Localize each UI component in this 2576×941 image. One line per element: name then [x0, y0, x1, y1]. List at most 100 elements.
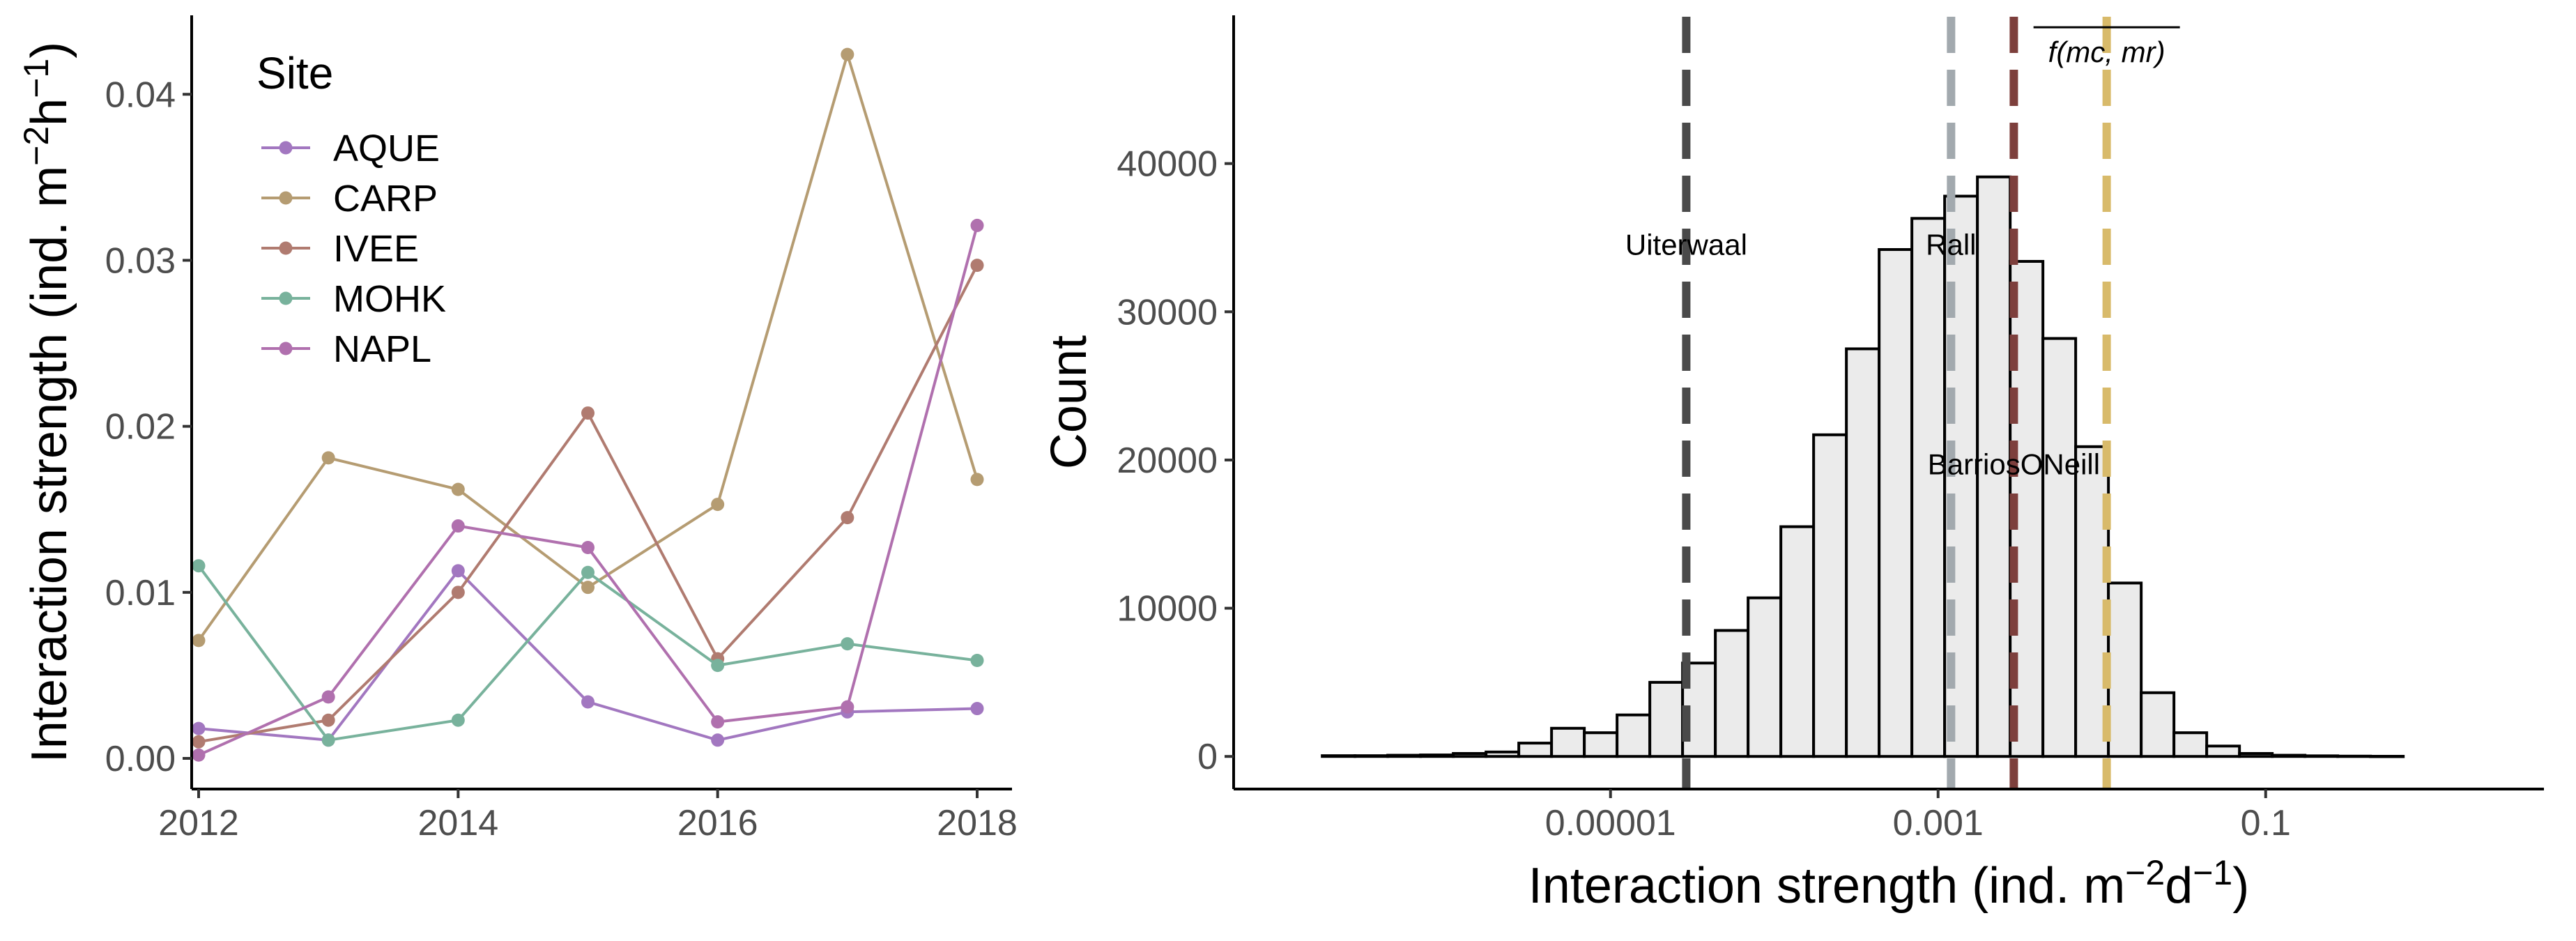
histogram-bar — [1976, 175, 2012, 758]
data-point — [841, 637, 854, 651]
data-point — [841, 700, 854, 714]
reference-line-label: Rall — [1926, 229, 1976, 261]
data-point — [192, 735, 206, 749]
histogram-bar — [1550, 726, 1586, 758]
right-x-axis-title: Interaction strength (ind. m−2d−1) — [1528, 853, 2249, 914]
reference-line-label: Uiterwaal — [1625, 229, 1747, 261]
right-y-tick-label: 30000 — [1117, 292, 1218, 332]
data-point — [970, 702, 984, 716]
left-y-axis-title: Interaction strength (ind. m−2h−1) — [17, 42, 77, 763]
histogram-bar — [1714, 629, 1750, 758]
data-point — [841, 511, 854, 525]
right-y-tick-label: 40000 — [1117, 144, 1218, 185]
data-point — [970, 218, 984, 232]
left-x-tick-label: 2016 — [677, 803, 758, 843]
legend-key-point — [279, 191, 293, 205]
data-point — [970, 473, 984, 487]
data-point — [321, 713, 335, 727]
reference-line-label: BarriosONeill — [1928, 447, 2100, 480]
data-point — [192, 559, 206, 573]
legend-key-point — [279, 141, 293, 155]
legend-label: AQUE — [333, 128, 440, 169]
data-point — [711, 498, 725, 512]
histogram-bar — [1878, 247, 1914, 758]
histogram-bar — [2041, 337, 2078, 758]
right-y-ticks: 0 10000 20000 30000 40000 — [1117, 144, 1234, 777]
legend-label: CARP — [333, 178, 438, 220]
data-point — [451, 519, 465, 533]
histogram-bars — [1321, 175, 2405, 758]
histogram-bar — [1452, 751, 1488, 758]
right-x-tick-label: 0.00001 — [1545, 803, 1676, 843]
legend-label: MOHK — [333, 278, 446, 320]
right-y-tick-label: 20000 — [1117, 441, 1218, 481]
left-x-tick-label: 2014 — [417, 803, 498, 843]
legend-item-ivee: IVEE — [261, 228, 419, 270]
data-point — [321, 451, 335, 465]
legend: Site AQUE CARP IVEE MOHK NAPL — [256, 48, 446, 370]
histogram-bar — [1812, 433, 1848, 758]
legend-key-point — [279, 241, 293, 255]
data-point — [581, 581, 595, 595]
histogram-bar — [1419, 753, 1455, 758]
legend-label: NAPL — [333, 328, 431, 370]
data-point — [451, 482, 465, 496]
left-y-ticks: 0.00 0.01 0.02 0.03 0.04 — [105, 75, 192, 779]
data-point — [581, 406, 595, 420]
legend-key-point — [279, 342, 293, 355]
data-point — [192, 721, 206, 735]
left-y-tick-label: 0.02 — [105, 407, 176, 447]
histogram-bar — [1747, 596, 1783, 758]
left-y-tick-label: 0.03 — [105, 240, 176, 281]
right-y-tick-label: 10000 — [1117, 589, 1218, 629]
reference-line-1: Uiterwaal — [1625, 17, 1747, 789]
data-point — [451, 586, 465, 599]
data-point — [970, 653, 984, 667]
reference-line-2: Rall — [1926, 17, 1977, 789]
legend-item-carp: CARP — [261, 178, 438, 220]
series-line — [198, 264, 979, 744]
histogram-bar — [1910, 217, 1947, 758]
histogram-bar — [2140, 691, 2176, 758]
histogram-bar — [2238, 751, 2274, 758]
right-panel: Uiterwaal Rall BarriosONeill f(mc, mr) 0 100… — [1041, 15, 2544, 914]
histogram-bar — [1845, 347, 1881, 758]
left-x-tick-label: 2012 — [158, 803, 239, 843]
data-point — [321, 690, 335, 704]
legend-key-point — [279, 291, 293, 305]
legend-item-aque: AQUE — [261, 128, 440, 169]
series-mohk — [192, 559, 984, 747]
legend-item-mohk: MOHK — [261, 278, 446, 320]
histogram-bar — [2107, 581, 2143, 758]
left-panel: 0.00 0.01 0.02 0.03 0.04 2012 2014 2016 2018 In… — [17, 15, 1018, 843]
data-point — [451, 564, 465, 578]
histogram-bar — [1485, 750, 1521, 758]
reference-line-4: f(mc, mr) — [2033, 17, 2180, 789]
left-y-tick-label: 0.00 — [105, 739, 176, 779]
right-y-tick-label: 0 — [1197, 737, 1218, 777]
right-y-axis-title: Count — [1041, 335, 1097, 469]
data-point — [711, 659, 725, 673]
histogram-bar — [2205, 744, 2241, 758]
right-x-ticks: 0.00001 0.001 0.1 — [1545, 789, 2291, 843]
right-x-tick-label: 0.1 — [2241, 803, 2291, 843]
reference-line-3: BarriosONeill — [1928, 17, 2100, 789]
left-x-ticks: 2012 2014 2016 2018 — [158, 789, 1018, 843]
data-point — [711, 733, 725, 747]
data-point — [711, 715, 725, 729]
left-y-tick-label: 0.01 — [105, 573, 176, 613]
histogram-bar — [1583, 731, 1619, 758]
histogram-bar — [1648, 680, 1685, 758]
data-point — [581, 695, 595, 709]
right-x-tick-label: 0.001 — [1893, 803, 1984, 843]
data-point — [321, 733, 335, 747]
histogram-bar — [1517, 742, 1554, 758]
left-series-layer — [192, 47, 984, 762]
histogram-bar — [2336, 754, 2372, 758]
data-point — [970, 259, 984, 273]
histogram-bar — [2172, 731, 2209, 758]
series-napl — [192, 218, 984, 762]
data-point — [581, 565, 595, 579]
data-point — [451, 713, 465, 727]
series-ivee — [192, 259, 984, 749]
